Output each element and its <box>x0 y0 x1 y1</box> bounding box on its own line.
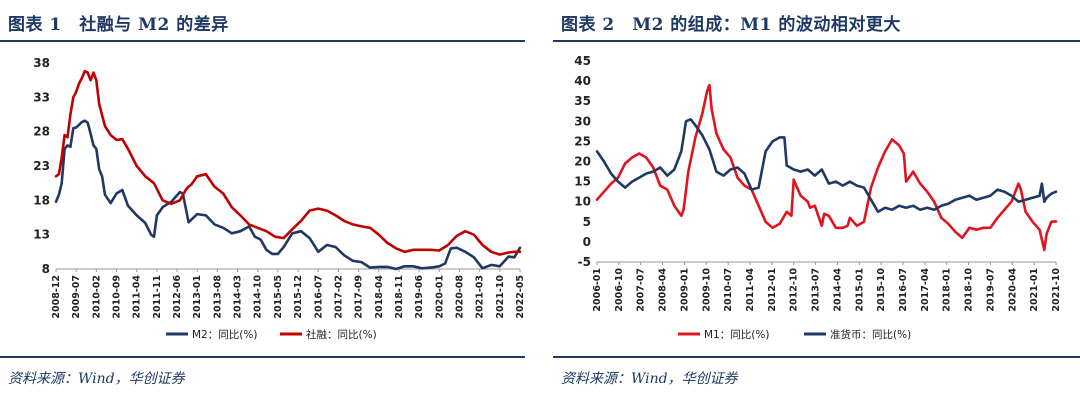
x-tick-label: 2012-06 <box>172 275 183 319</box>
chart-panel-2: 图表 2 M2 的组成：M1 的波动相对更大 -5 0 5 10 15 20 25 30 35 4… <box>553 0 1080 402</box>
title-divider <box>0 40 525 42</box>
x-tick-label: 2013-08 <box>212 275 223 319</box>
legend-label-2: 准货币：同比(%) <box>830 328 911 341</box>
x-tick-label: 2020-01 <box>434 275 445 319</box>
x-tick-label: 2020-04 <box>1007 268 1018 312</box>
y-tick-label: 23 <box>33 159 50 173</box>
x-tick-label: 2011-11 <box>152 275 163 319</box>
x-tick-label: 2015-12 <box>293 275 304 319</box>
x-tick-label: 2021-10 <box>1051 268 1062 312</box>
y-tick-label: 8 <box>42 262 50 276</box>
chart-2-plot: -5 0 5 10 15 20 25 30 35 40 45 2006-01 2006-10 2007-0… <box>574 54 1062 341</box>
y-tick-label: 38 <box>33 56 50 70</box>
y-tick-label: 33 <box>33 90 50 104</box>
x-tick-label: 2011-04 <box>132 275 143 319</box>
x-tick-label: 2016-07 <box>898 268 909 312</box>
x-tick-label: 2017-09 <box>354 275 365 319</box>
y-tick-label: 45 <box>574 54 591 68</box>
source-divider <box>0 356 525 358</box>
x-tick-label: 2016-07 <box>313 275 324 319</box>
x-tick-label: 2017-02 <box>333 275 344 319</box>
chart-2-title: 图表 2 M2 的组成：M1 的波动相对更大 <box>561 15 901 35</box>
x-tick-label: 2010-07 <box>723 268 734 312</box>
series-line-2 <box>54 69 522 256</box>
chart-1-plot: 8 13 18 23 28 33 38 2008-12 2009-07 2010-02 2010-0… <box>33 56 525 341</box>
x-tick-label: 2017-04 <box>920 268 931 312</box>
x-tick-label: 2010-09 <box>112 275 123 319</box>
series-line-1 <box>595 83 1058 252</box>
legend-label-2: 社融：同比(%) <box>306 328 377 341</box>
x-tick-label: 2019-06 <box>414 275 425 319</box>
y-tick-label: 25 <box>574 134 591 148</box>
y-tick-label: 18 <box>33 193 50 207</box>
x-tick-label: 2014-04 <box>832 268 843 312</box>
x-tick-label: 2006-01 <box>592 268 603 312</box>
x-tick-label: 2011-04 <box>745 268 756 312</box>
legend: M2：同比(%) 社融：同比(%) <box>166 328 377 341</box>
x-tick-label: 2019-07 <box>985 268 996 312</box>
y-tick-label: 0 <box>583 235 591 249</box>
chart-1-title: 图表 1 社融与 M2 的差异 <box>8 15 229 35</box>
x-tick-label: 2008-12 <box>51 275 62 319</box>
chart-1-source: 资料来源：Wind，华创证券 <box>8 371 185 387</box>
legend-label-1: M2：同比(%) <box>192 328 257 341</box>
y-tick-label: 20 <box>574 155 591 169</box>
series-line-1 <box>54 119 522 271</box>
x-tick-label: 2012-01 <box>767 268 778 312</box>
x-tick-label: 2015-10 <box>876 268 887 312</box>
series-line-2 <box>595 118 1058 214</box>
y-tick-label: 28 <box>33 125 50 139</box>
x-tick-label: 2018-10 <box>964 268 975 312</box>
y-tick-label: 35 <box>574 94 591 108</box>
x-tick-label: 2020-08 <box>454 275 465 319</box>
x-tick-label: 2013-07 <box>811 268 822 312</box>
x-tick-label: 2021-10 <box>495 275 506 319</box>
chart-2-source: 资料来源：Wind，华创证券 <box>561 371 738 387</box>
legend-label-1: M1：同比(%) <box>704 328 769 341</box>
x-tick-label: 2018-04 <box>374 275 385 319</box>
x-tick-label: 2018-11 <box>394 275 405 319</box>
x-tick-label: 2014-10 <box>253 275 264 319</box>
x-tick-label: 2006-10 <box>614 268 625 312</box>
x-tick-label: 2021-01 <box>1029 268 1040 312</box>
x-tick-label: 2010-02 <box>91 275 102 319</box>
x-tick-label: 2009-10 <box>701 268 712 312</box>
x-tick-label: 2008-04 <box>658 268 669 312</box>
x-tick-label: 2022-05 <box>515 275 525 319</box>
x-tick-label: 2014-03 <box>233 275 244 319</box>
chart-panel-1: 图表 1 社融与 M2 的差异 8 13 18 23 28 33 38 2008-12 2009… <box>0 0 525 402</box>
y-tick-label: -5 <box>578 255 591 269</box>
x-tick-label: 2009-07 <box>71 275 82 319</box>
y-tick-label: 13 <box>33 228 50 242</box>
x-tick-label: 2007-07 <box>636 268 647 312</box>
source-divider <box>553 356 1080 358</box>
y-tick-label: 15 <box>574 175 591 189</box>
title-divider <box>553 40 1080 42</box>
y-tick-label: 5 <box>583 215 591 229</box>
y-tick-label: 10 <box>574 195 591 209</box>
y-tick-label: 30 <box>574 114 591 128</box>
x-tick-label: 2021-03 <box>475 275 486 319</box>
y-tick-label: 40 <box>574 74 591 88</box>
x-tick-label: 2015-01 <box>854 268 865 312</box>
legend: M1：同比(%) 准货币：同比(%) <box>678 328 911 341</box>
x-tick-label: 2012-10 <box>789 268 800 312</box>
x-tick-label: 2009-01 <box>679 268 690 312</box>
x-tick-label: 2013-01 <box>192 275 203 319</box>
x-tick-label: 2015-05 <box>273 275 284 319</box>
x-tick-label: 2018-01 <box>942 268 953 312</box>
